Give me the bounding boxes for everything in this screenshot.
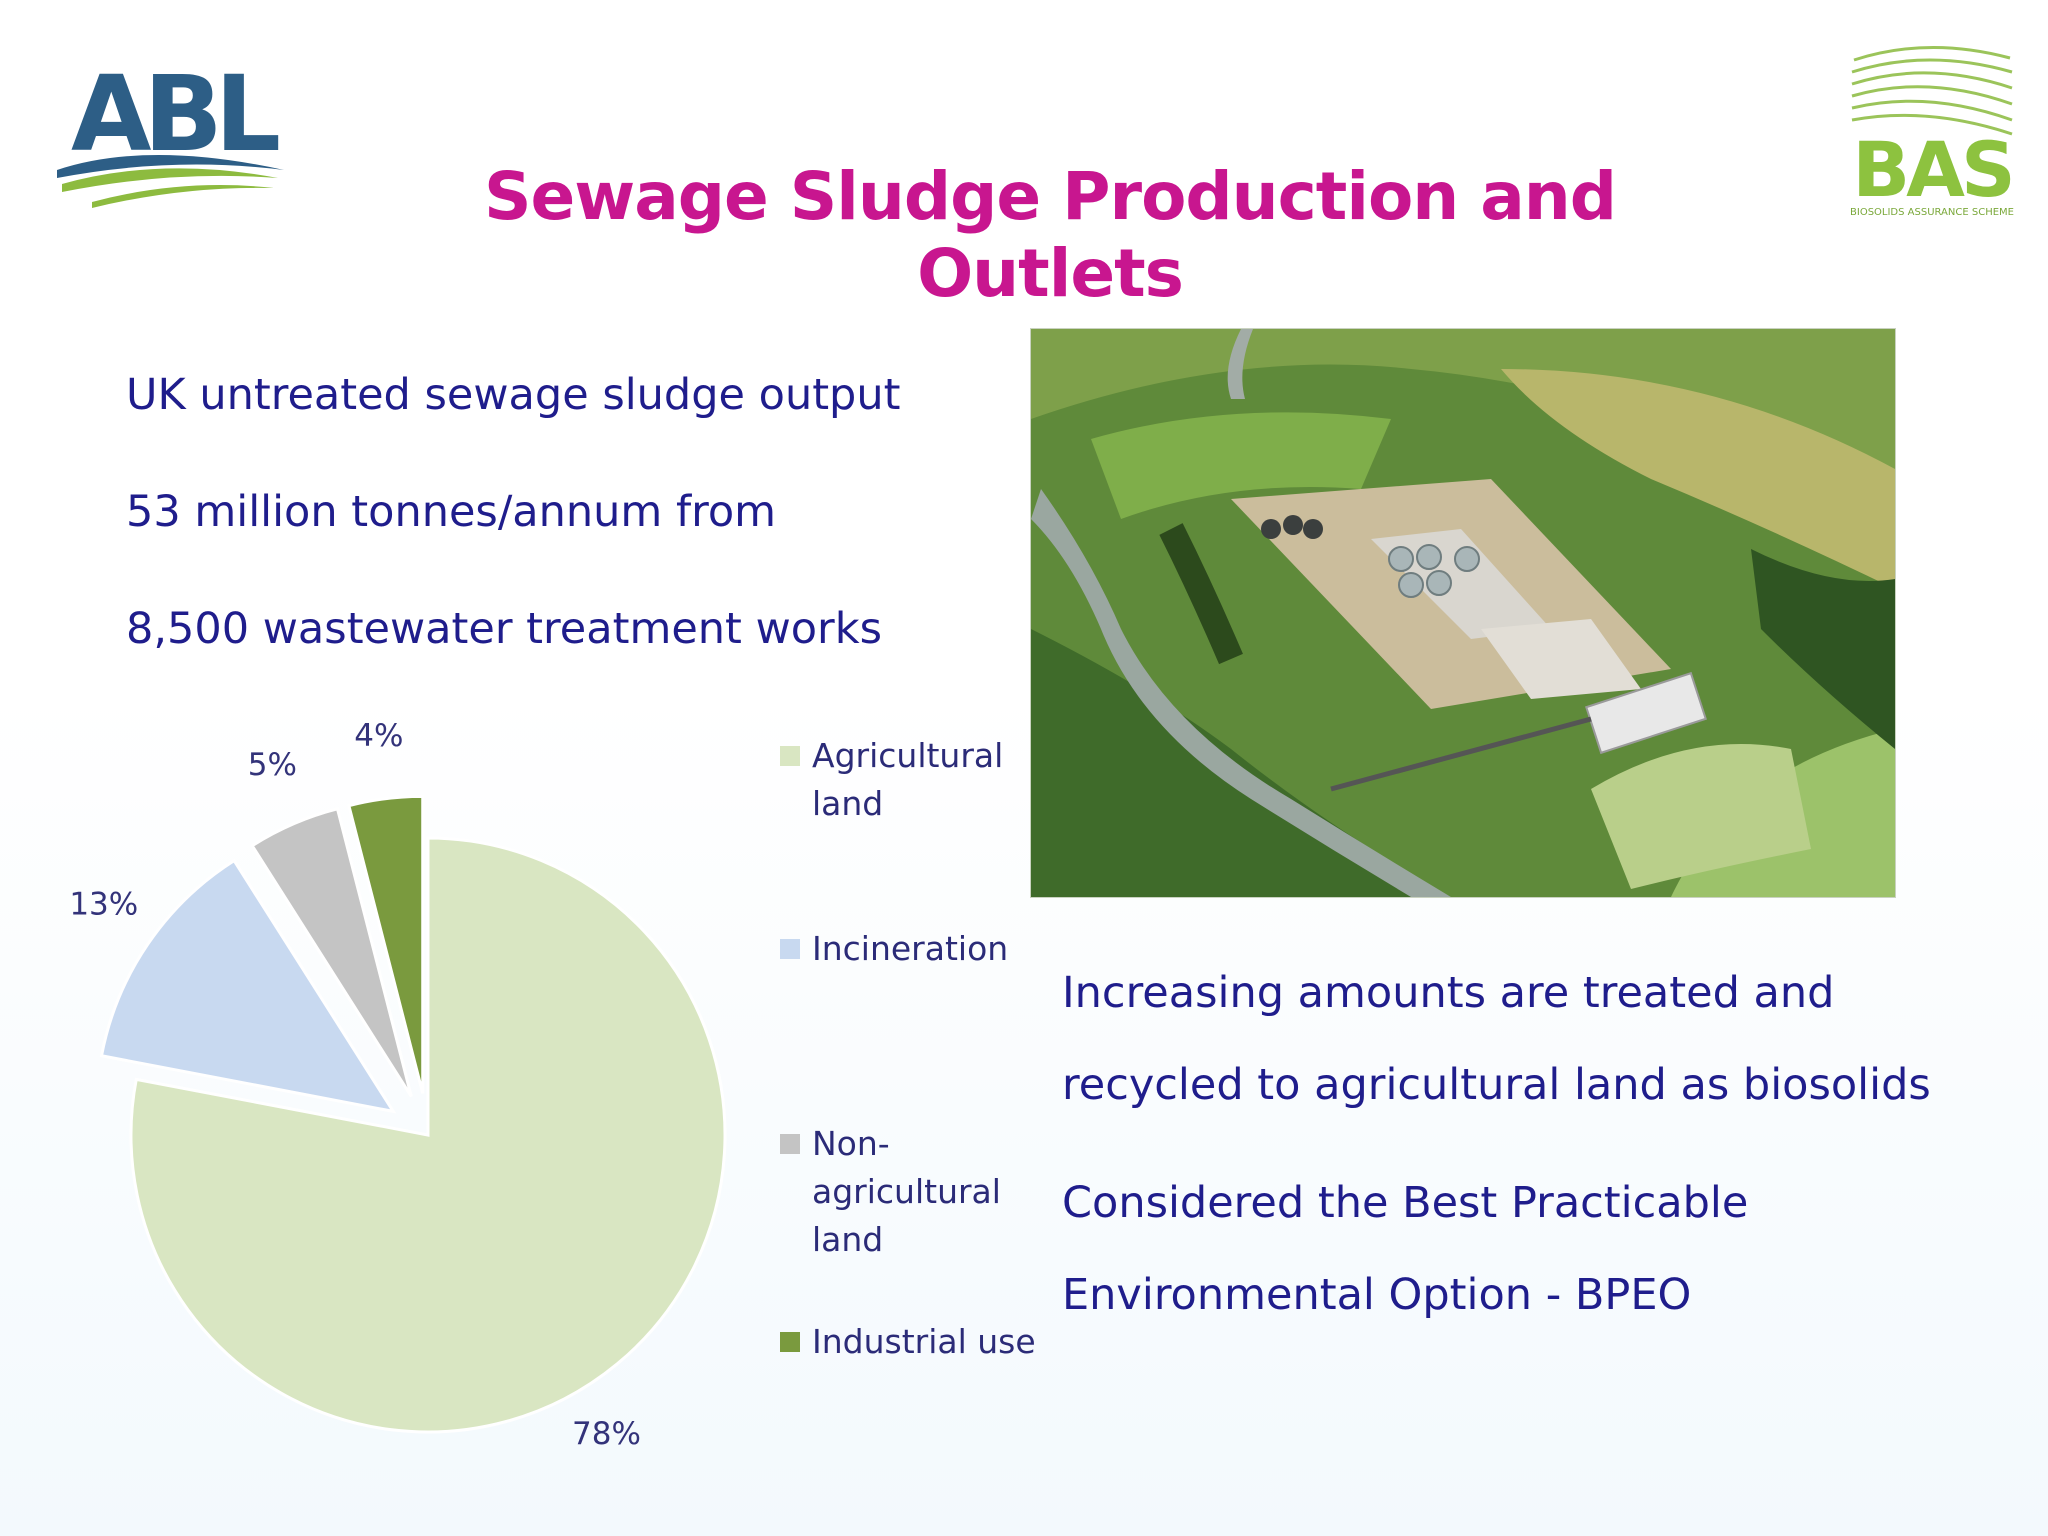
legend-swatch <box>780 1332 800 1352</box>
pie-slice-agricultural-land <box>129 836 727 1434</box>
legend-label: Incineration <box>812 929 1009 968</box>
bas-logo-subtitle: BIOSOLIDS ASSURANCE SCHEME <box>1850 207 2014 218</box>
legend-label: Agricultural land <box>812 736 1004 823</box>
intro-line-1: UK untreated sewage sludge output <box>126 370 901 420</box>
body-line-2: recycled to agricultural land as biosoli… <box>1062 1060 1931 1110</box>
abl-logo: ABL <box>57 53 287 208</box>
pie-slice-incineration <box>99 858 397 1114</box>
body-line-1: Increasing amounts are treated and <box>1062 968 1835 1018</box>
bas-logo: BAS BIOSOLIDS ASSURANCE SCHEME <box>1850 45 2016 218</box>
legend-swatch <box>780 939 800 959</box>
legend-swatch <box>780 746 800 766</box>
body-line-4: Environmental Option - BPEO <box>1062 1270 1692 1320</box>
pie-label-non-agricultural-land: 5% <box>248 747 297 783</box>
aerial-photo <box>1030 328 1896 898</box>
legend-swatch <box>780 1134 800 1154</box>
pie-chart-canvas: 78% 13% 5% 4% <box>69 718 727 1452</box>
legend-label: Industrial use <box>812 1322 1036 1361</box>
slide-title: Sewage Sludge Production and Outlets <box>483 158 1617 312</box>
pie-label-agricultural-land: 78% <box>572 1416 641 1450</box>
pie-label-incineration: 13% <box>69 887 138 923</box>
pie-slice-industrial-use <box>347 794 425 1094</box>
outlet-pie-chart: 78% 13% 5% 4% Agricultural land Incineration N… <box>30 718 1050 1452</box>
legend-label: Non-agricultural land <box>812 1124 1001 1259</box>
pie-label-industrial-use: 4% <box>354 720 403 754</box>
pie-slice-non-agricultural-land <box>250 806 413 1098</box>
intro-line-2: 53 million tonnes/annum from <box>126 487 777 537</box>
abl-logo-text: ABL <box>71 53 279 175</box>
intro-line-3: 8,500 wastewater treatment works <box>126 604 883 654</box>
body-line-3: Considered the Best Practicable <box>1062 1178 1749 1228</box>
bas-logo-text: BAS <box>1852 125 2011 214</box>
